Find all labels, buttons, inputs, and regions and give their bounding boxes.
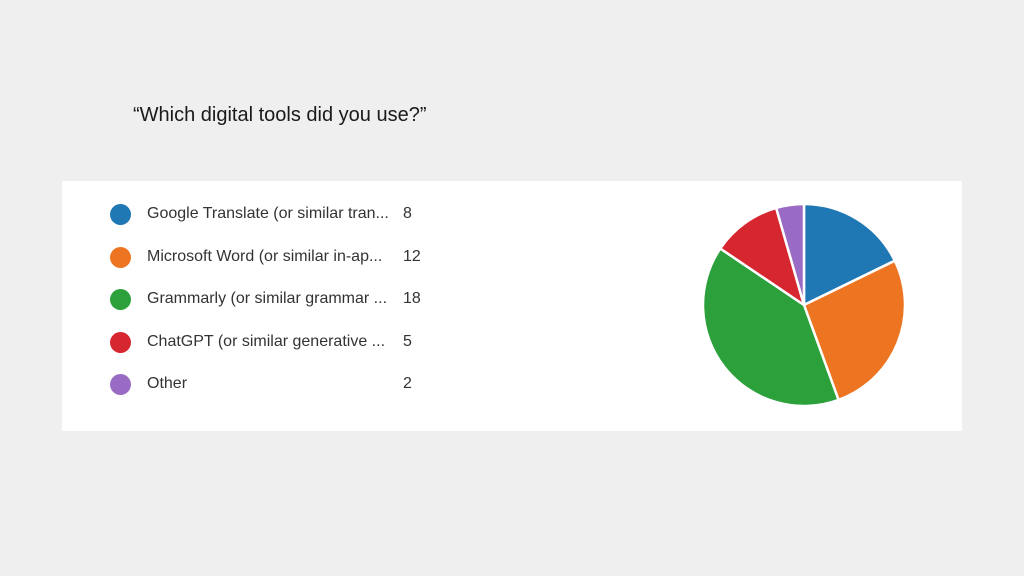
legend-swatch [110,246,131,268]
slide-title: “Which digital tools did you use?” [133,104,427,126]
legend-swatch [110,289,131,310]
pie-slice [774,202,806,307]
legend-label: Other [147,375,188,392]
pie-slice [802,259,907,402]
legend-item: Grammarly (or similar grammar ... 18 [110,285,430,328]
legend-value: 12 [403,247,421,265]
legend-value: 5 [403,332,412,350]
legend-value: 2 [403,375,412,392]
legend-item: Google Translate (or similar tran... 8 [110,200,430,243]
legend-value: 18 [403,290,421,307]
legend-value: 8 [403,205,412,222]
legend-swatch [110,331,131,353]
pie-slice [802,202,897,307]
legend-label: ChatGPT (or similar generative ... [147,332,386,350]
legend-item: Other 2 [110,370,430,413]
legend-swatch [110,204,131,225]
pie-chart [701,202,907,408]
pie-chart-card: Google Translate (or similar tran... 8 Mic… [62,181,962,431]
legend-item: ChatGPT (or similar generative ... 5 [110,328,430,371]
legend-label: Grammarly (or similar grammar ... [147,290,388,307]
legend-item: Microsoft Word (or similar in-ap... 12 [110,243,430,286]
legend-swatch [110,374,131,395]
chart-legend: Google Translate (or similar tran... 8 Mic… [110,200,430,413]
legend-label: Google Translate (or similar tran... [147,205,389,222]
legend-label: Microsoft Word (or similar in-ap... [147,247,383,265]
pie-slice [701,247,840,408]
